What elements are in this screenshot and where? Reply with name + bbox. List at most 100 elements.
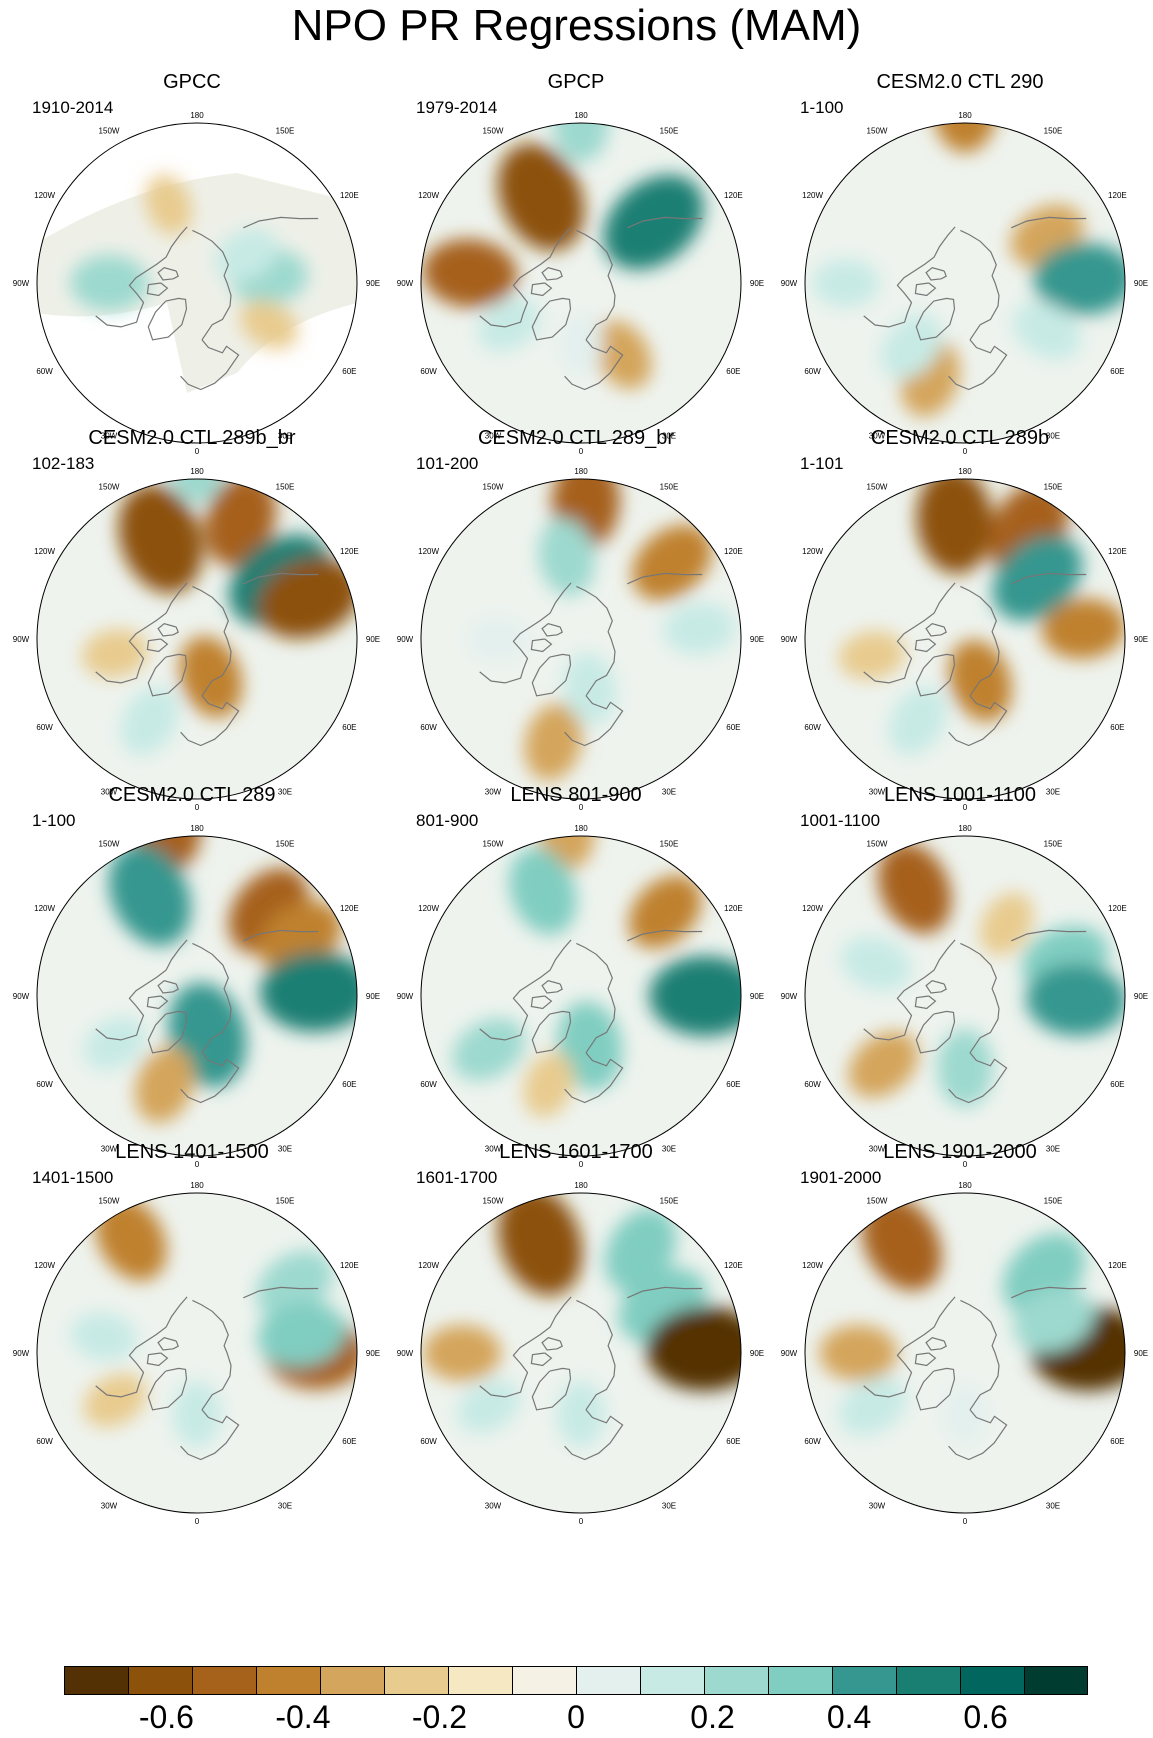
longitude-label: 60W bbox=[804, 1080, 821, 1089]
panel-title: LENS 1601-1700 bbox=[499, 1141, 653, 1163]
colorbar-tick-label: 0.4 bbox=[826, 1699, 872, 1735]
longitude-label: 60W bbox=[804, 1437, 821, 1446]
anomaly-region bbox=[135, 1046, 195, 1123]
coastline bbox=[157, 1337, 179, 1351]
coastline bbox=[95, 1296, 188, 1398]
colorbar-bin bbox=[256, 1666, 320, 1695]
longitude-label: 60E bbox=[1110, 367, 1124, 376]
polar-map: 180 150E 120E 90E 60E 30E 0 30W 60W 90W 120W 150W bbox=[781, 824, 1148, 1169]
anomaly-region bbox=[70, 1312, 138, 1361]
polar-map: 180 150E 120E 90E 60E 30E 0 30W 60W 90W 120W 150W bbox=[781, 467, 1148, 812]
longitude-label: 90W bbox=[781, 279, 798, 288]
panel-period: 1001-1100 bbox=[800, 811, 881, 830]
panel-period: 1979-2014 bbox=[416, 98, 498, 117]
anomaly-region bbox=[498, 1193, 583, 1296]
longitude-label: 150E bbox=[276, 840, 295, 849]
longitude-label: 180 bbox=[574, 1181, 588, 1190]
map-boundary bbox=[36, 122, 358, 444]
polar-map: 180 150E 120E 90E 60E 30E 0 30W 60W 90W 120W 150W bbox=[397, 467, 764, 812]
longitude-label: 150W bbox=[483, 483, 504, 492]
longitude-label: 90W bbox=[397, 1349, 414, 1358]
anomaly-region bbox=[509, 847, 577, 935]
longitude-label: 60E bbox=[726, 367, 740, 376]
panel-period: 801-900 bbox=[416, 811, 479, 830]
colorbar-tick-label: 0.2 bbox=[690, 1699, 735, 1735]
anomaly-region bbox=[943, 1383, 987, 1446]
longitude-label: 90W bbox=[397, 279, 414, 288]
map-panel: CESM2.0 CTL 289b 180 150E 120E 90E 60E 30E 0 30W… bbox=[768, 426, 1152, 821]
map-boundary bbox=[36, 1192, 358, 1514]
anomaly-region bbox=[169, 479, 225, 503]
longitude-label: 150W bbox=[483, 840, 504, 849]
coastline bbox=[479, 939, 572, 1041]
longitude-label: 30W bbox=[101, 431, 118, 440]
coastline bbox=[915, 297, 956, 341]
coastline bbox=[1011, 1286, 1087, 1299]
map-boundary bbox=[420, 122, 742, 444]
coastline bbox=[95, 939, 188, 1041]
anomaly-region bbox=[1041, 598, 1125, 659]
longitude-label: 180 bbox=[190, 111, 204, 120]
anomaly-region bbox=[95, 1196, 167, 1281]
anomaly-region bbox=[632, 524, 713, 601]
anomaly-region bbox=[628, 875, 702, 949]
map-boundary bbox=[804, 122, 1126, 444]
longitude-label: 180 bbox=[574, 111, 588, 120]
longitude-label: 0 bbox=[195, 1160, 200, 1169]
longitude-label: 150E bbox=[1044, 840, 1063, 849]
longitude-label: 150W bbox=[99, 1197, 120, 1206]
coastline bbox=[531, 1010, 572, 1054]
longitude-label: 120E bbox=[1108, 547, 1127, 556]
polar-map: 180 150E 120E 90E 60E 30E 0 30W 60W 90W 120W 150W bbox=[781, 1181, 1148, 1526]
coastline bbox=[948, 339, 1008, 391]
anomaly-region bbox=[524, 703, 583, 781]
colorbar-bin bbox=[512, 1666, 576, 1695]
longitude-label: 0 bbox=[579, 1160, 584, 1169]
longitude-label: 60W bbox=[36, 1080, 53, 1089]
longitude-label: 90W bbox=[13, 279, 30, 288]
coastline bbox=[627, 929, 703, 942]
coastline bbox=[576, 942, 616, 1054]
anomaly-region bbox=[933, 123, 997, 153]
panel-title: CESM2.0 CTL 290 bbox=[876, 71, 1044, 93]
anomaly-region bbox=[877, 842, 952, 934]
colorbar-tick-label: -0.4 bbox=[275, 1699, 331, 1735]
anomaly-region bbox=[108, 844, 192, 946]
longitude-label: 60W bbox=[420, 1437, 437, 1446]
anomaly-region bbox=[83, 1373, 147, 1428]
longitude-label: 60W bbox=[420, 1080, 437, 1089]
panel-period: 1601-1700 bbox=[416, 1168, 498, 1187]
coastline bbox=[925, 1337, 947, 1351]
longitude-label: 90E bbox=[750, 279, 764, 288]
polar-map: 180 150E 120E 90E 60E 30E 0 30W 60W 90W 120W 150W bbox=[13, 1181, 380, 1526]
longitude-label: 150E bbox=[1044, 127, 1063, 136]
coastline bbox=[157, 980, 179, 994]
polar-map: 180 150E 120E 90E 60E 30E 0 30W 60W 90W 120W 150W bbox=[397, 111, 764, 456]
longitude-label: 90W bbox=[13, 1349, 30, 1358]
coastline bbox=[530, 1352, 553, 1367]
longitude-label: 180 bbox=[958, 111, 972, 120]
longitude-label: 60E bbox=[342, 723, 356, 732]
coastline bbox=[530, 995, 553, 1010]
longitude-label: 60W bbox=[420, 367, 437, 376]
longitude-label: 30E bbox=[1046, 1501, 1060, 1510]
coastline bbox=[960, 942, 1000, 1054]
coastline bbox=[1011, 929, 1087, 942]
map-boundary bbox=[36, 835, 358, 1157]
coastline bbox=[915, 653, 956, 697]
longitude-label: 120W bbox=[34, 1261, 55, 1270]
coastline bbox=[531, 653, 572, 697]
panel-period: 101-200 bbox=[416, 454, 479, 473]
longitude-label: 150E bbox=[276, 127, 295, 136]
longitude-label: 30E bbox=[278, 431, 292, 440]
colorbar-bin bbox=[128, 1666, 192, 1695]
longitude-label: 120E bbox=[724, 904, 743, 913]
coastline bbox=[147, 1367, 188, 1411]
longitude-label: 0 bbox=[963, 447, 968, 456]
colorbar-bin bbox=[192, 1666, 256, 1695]
coastline bbox=[180, 695, 240, 747]
longitude-label: 180 bbox=[190, 467, 204, 476]
longitude-label: 120W bbox=[418, 547, 439, 556]
longitude-label: 30W bbox=[485, 431, 502, 440]
anomaly-region bbox=[214, 227, 278, 282]
